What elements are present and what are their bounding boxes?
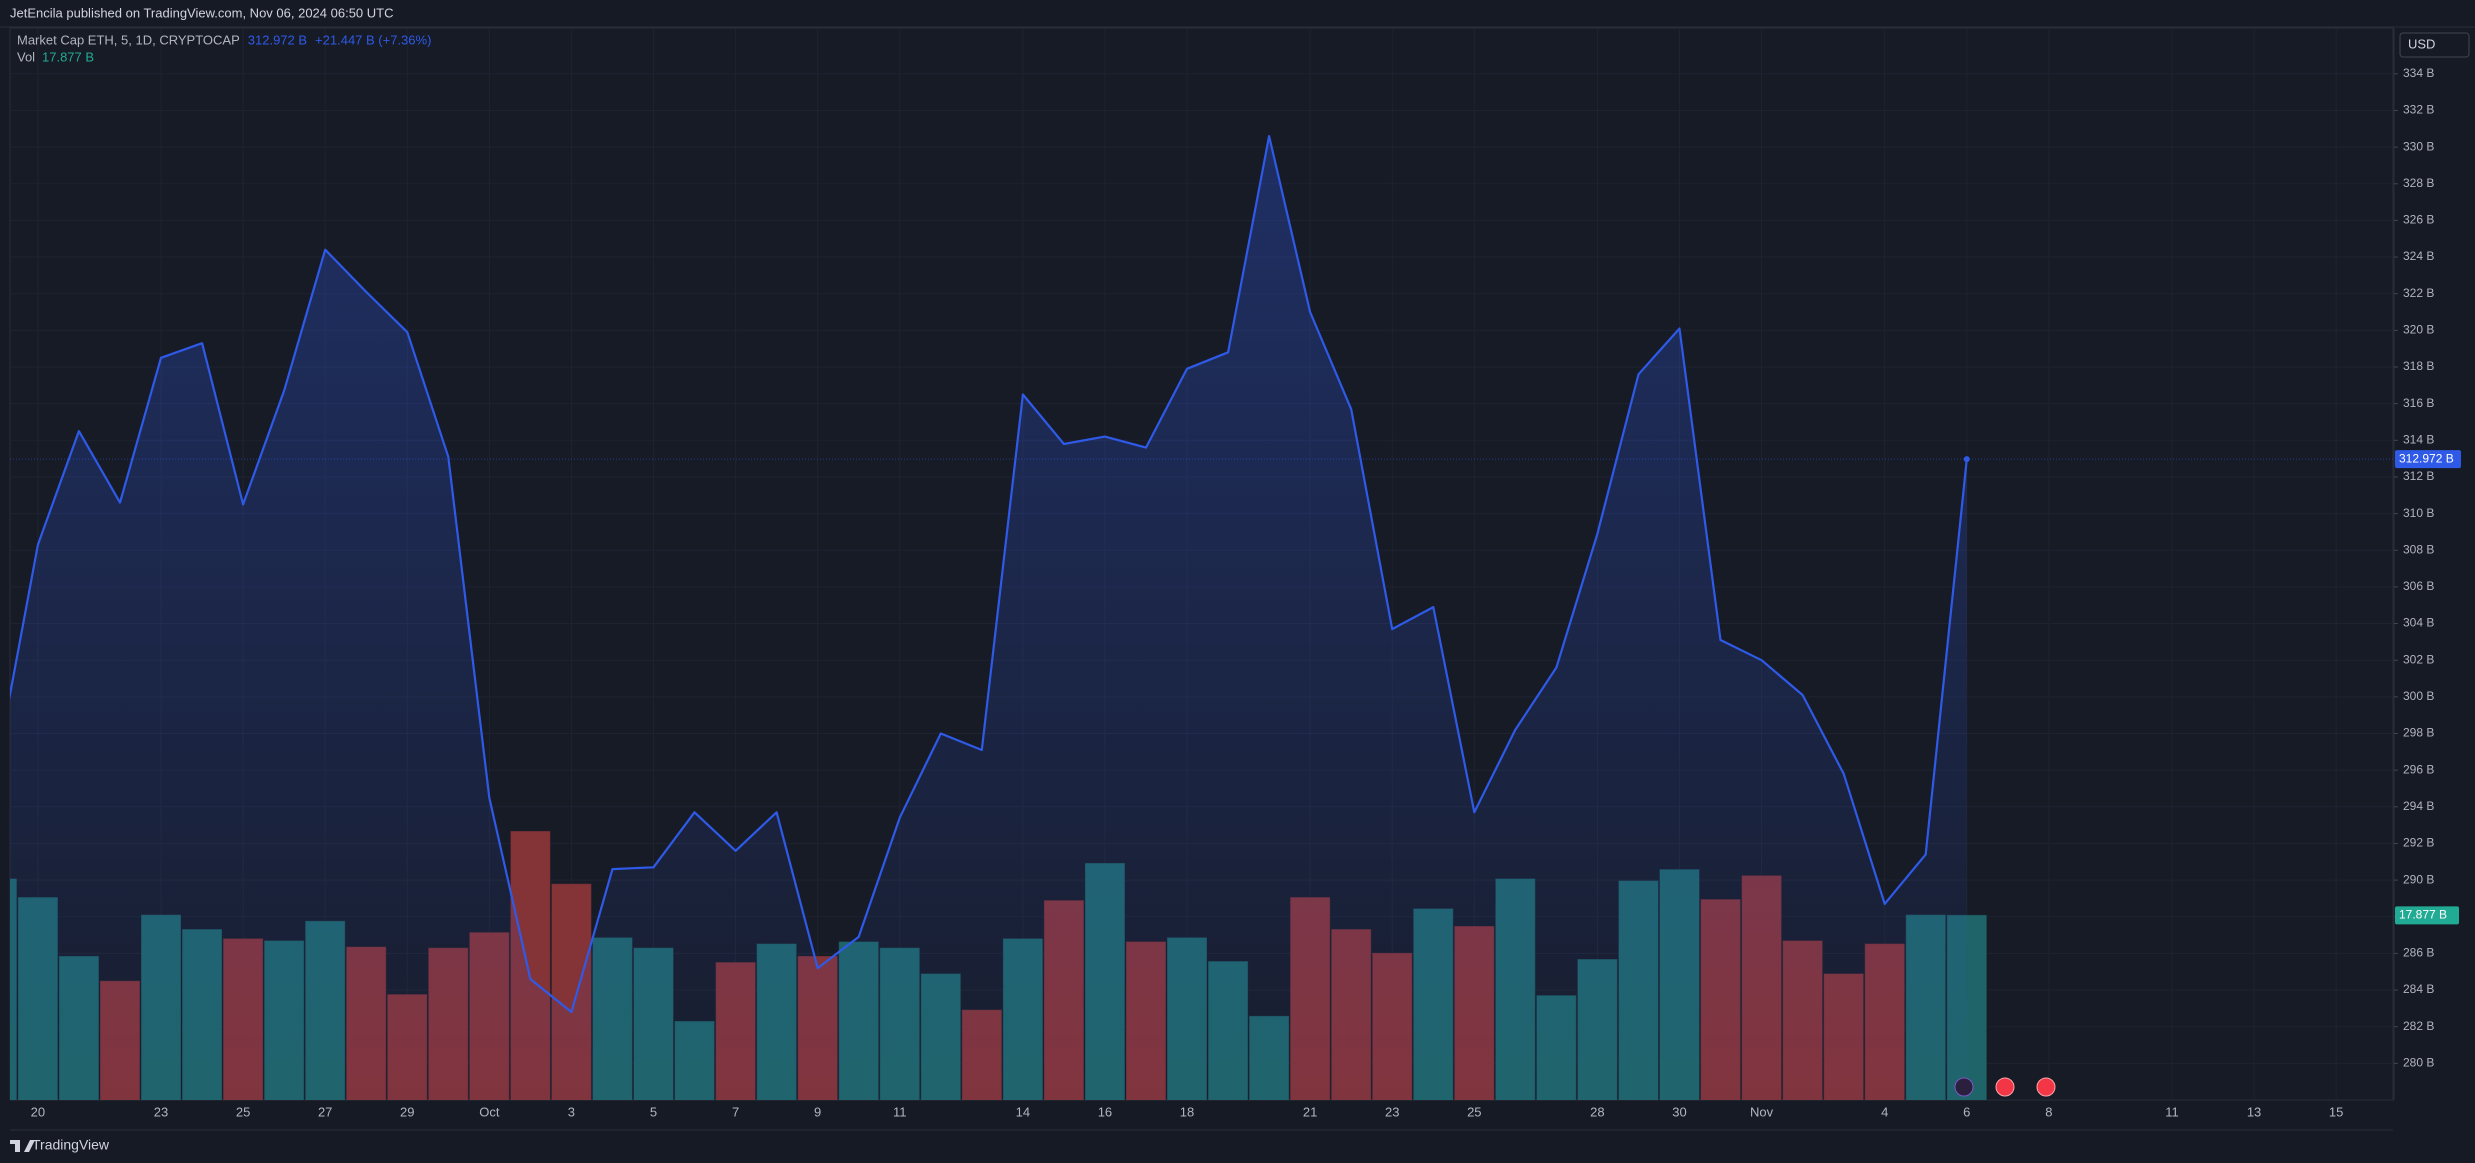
x-tick-label: 30 <box>1672 1104 1686 1119</box>
x-tick-label: Nov <box>1750 1104 1774 1119</box>
y-tick-label: 300 B <box>2403 689 2434 703</box>
x-tick-label: 14 <box>1016 1104 1030 1119</box>
x-tick-label: 20 <box>31 1104 45 1119</box>
legend-volume: Vol <box>17 49 35 64</box>
y-tick-label: 302 B <box>2403 652 2434 666</box>
x-tick-label: 18 <box>1180 1104 1194 1119</box>
x-tick-label: 6 <box>1963 1104 1970 1119</box>
x-tick-label: 23 <box>154 1104 168 1119</box>
price-pane <box>10 135 2393 1100</box>
event-icon[interactable] <box>2036 1077 2056 1097</box>
y-tick-label: 280 B <box>2403 1056 2434 1070</box>
y-tick-label: 284 B <box>2403 982 2434 996</box>
y-tick-label: 308 B <box>2403 542 2434 556</box>
y-tick-label: 324 B <box>2403 249 2434 263</box>
y-tick-label: 306 B <box>2403 579 2434 593</box>
legend-symbol: Market Cap ETH, 5, 1D, CRYPTOCAP <box>17 32 240 47</box>
price-line <box>10 135 1968 1014</box>
x-tick-label: 8 <box>2045 1104 2052 1119</box>
area-fill <box>10 136 1967 1100</box>
x-tick-label: 23 <box>1385 1104 1399 1119</box>
price-badge-label: 312.972 B <box>2399 451 2454 465</box>
x-tick-label: 25 <box>236 1104 250 1119</box>
x-tick-label: 13 <box>2247 1104 2261 1119</box>
x-tick-label: 4 <box>1881 1104 1888 1119</box>
x-tick-label: 27 <box>318 1104 332 1119</box>
legend-change: +21.447 B (+7.36%) <box>315 32 431 47</box>
volume-badge <box>2395 906 2459 925</box>
x-tick-label: 16 <box>1098 1104 1112 1119</box>
legend-volume-value: 17.877 B <box>42 49 94 64</box>
last-price-dot <box>1963 456 1970 463</box>
volume-badge-label: 17.877 B <box>2399 908 2447 922</box>
y-tick-label: 316 B <box>2403 396 2434 410</box>
x-tick-label: 21 <box>1303 1104 1317 1119</box>
y-tick-label: 296 B <box>2403 762 2434 776</box>
event-icon[interactable] <box>1954 1077 1974 1097</box>
x-tick-label: 11 <box>893 1104 907 1119</box>
y-tick-label: 298 B <box>2403 726 2434 740</box>
event-icons[interactable] <box>1954 1077 2056 1097</box>
y-tick-label: 334 B <box>2403 66 2434 80</box>
y-tick-label: 322 B <box>2403 286 2434 300</box>
y-tick-label: 290 B <box>2403 872 2434 886</box>
logo <box>10 1140 35 1152</box>
currency[interactable]: USD <box>2408 36 2435 51</box>
x-tick-label: 3 <box>568 1104 575 1119</box>
y-tick-label: 320 B <box>2403 323 2434 337</box>
y-tick-label: 286 B <box>2403 946 2434 960</box>
brand-logo[interactable] <box>10 1140 35 1152</box>
y-tick-label: 282 B <box>2403 1019 2434 1033</box>
x-tick-label: Oct <box>479 1104 500 1119</box>
y-tick-label: 314 B <box>2403 432 2434 446</box>
x-tick-label: 28 <box>1590 1104 1604 1119</box>
y-tick-label: 312 B <box>2403 469 2434 483</box>
x-tick-label: 15 <box>2329 1104 2343 1119</box>
x-tick-label: 5 <box>650 1104 657 1119</box>
y-tick-label: 318 B <box>2403 359 2434 373</box>
y-tick-label: 326 B <box>2403 213 2434 227</box>
brand[interactable]: TradingView <box>32 1137 110 1153</box>
event-icon[interactable] <box>1995 1077 2015 1097</box>
x-tick-label: 29 <box>400 1104 414 1119</box>
attribution: JetEncila published on TradingView.com, … <box>10 5 394 20</box>
y-tick-label: 294 B <box>2403 799 2434 813</box>
x-tick-label: 7 <box>732 1104 739 1119</box>
y-tick-label: 328 B <box>2403 176 2434 190</box>
legend-last: 312.972 B <box>248 32 307 47</box>
y-tick-label: 310 B <box>2403 506 2434 520</box>
y-tick-label: 330 B <box>2403 139 2434 153</box>
y-tick-label: 292 B <box>2403 836 2434 850</box>
y-tick-label: 304 B <box>2403 616 2434 630</box>
x-tick-label: 25 <box>1467 1104 1481 1119</box>
x-tick-label: 11 <box>2165 1104 2179 1119</box>
y-tick-label: 332 B <box>2403 103 2434 117</box>
price-badge <box>2395 450 2461 469</box>
currency-box[interactable] <box>2399 32 2470 58</box>
x-tick-label: 9 <box>814 1104 821 1119</box>
